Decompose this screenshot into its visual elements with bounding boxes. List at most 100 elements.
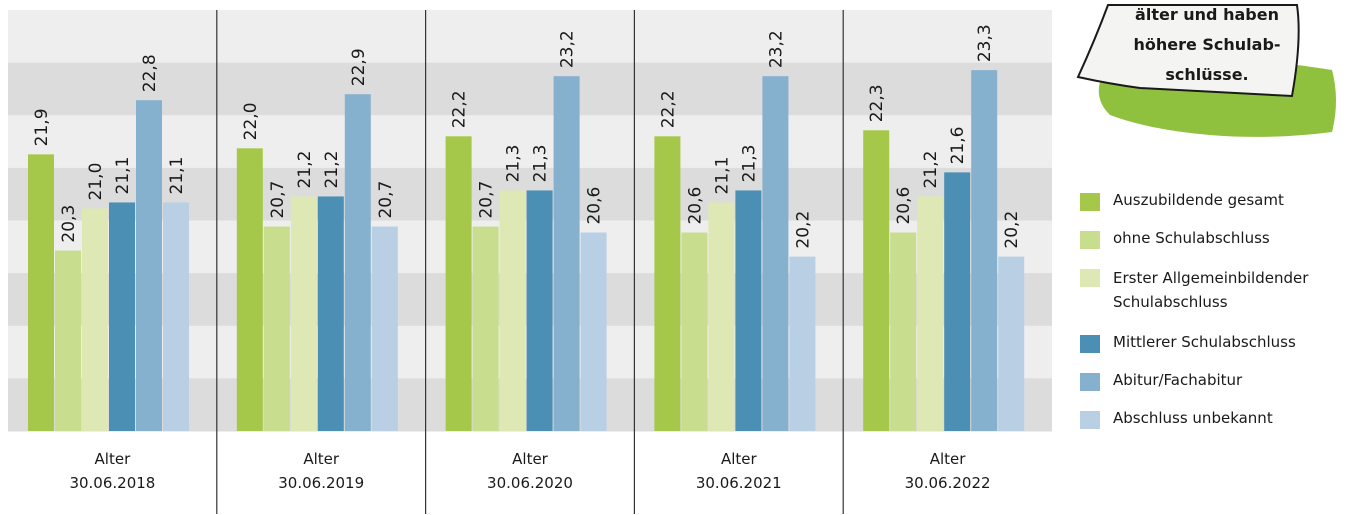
value-label: 20,7 <box>477 181 497 219</box>
value-label: 23,2 <box>766 30 786 68</box>
bar <box>998 256 1025 431</box>
legend-item: Abschluss unbekannt <box>1080 408 1345 429</box>
bar <box>136 100 162 431</box>
note-text: älter und haben höhere Schulab- schlüsse… <box>1112 0 1302 90</box>
legend-item: Auszubildende gesamt <box>1080 190 1345 211</box>
note-line: höhere Schulab- <box>1133 35 1281 54</box>
grid-band <box>8 10 1052 64</box>
bar <box>55 250 81 431</box>
bar <box>708 202 735 431</box>
legend-swatch <box>1080 335 1100 353</box>
value-label: 22,9 <box>349 48 369 86</box>
bar <box>681 232 708 431</box>
value-label: 21,6 <box>948 127 968 165</box>
bar <box>317 196 344 431</box>
note-line: älter und haben <box>1135 5 1279 24</box>
legend-swatch <box>1080 193 1100 211</box>
bar <box>344 94 371 431</box>
bar <box>290 196 317 431</box>
legend-label: Auszubildende gesamt <box>1113 191 1284 209</box>
bar <box>917 196 944 431</box>
value-label: 22,8 <box>140 54 160 92</box>
value-label: 20,7 <box>268 181 288 219</box>
value-label: 20,2 <box>1002 211 1022 249</box>
bar <box>580 232 607 431</box>
legend-item: Abitur/Fachabitur <box>1080 370 1345 391</box>
value-label: 21,3 <box>531 145 551 183</box>
value-label: 22,0 <box>241 102 261 140</box>
value-label: 23,2 <box>558 30 578 68</box>
note-line: schlüsse. <box>1165 65 1249 84</box>
grid-band <box>8 62 1052 116</box>
x-axis-labels: Alter 30.06.2018 Alter 30.06.2019 Alter 30.06… <box>69 450 990 492</box>
value-label: 21,3 <box>739 145 759 183</box>
value-label: 20,6 <box>685 187 705 225</box>
bar <box>109 202 135 431</box>
x-tick-label: Alter <box>930 450 967 468</box>
legend-label: Abschluss unbekannt <box>1113 409 1273 427</box>
value-label: 21,9 <box>32 108 52 146</box>
x-tick-label: 30.06.2021 <box>696 474 782 492</box>
bar <box>526 190 553 431</box>
value-label: 22,2 <box>658 90 678 128</box>
value-label: 20,6 <box>585 187 605 225</box>
legend-label: Mittlerer Schulabschluss <box>1113 333 1296 351</box>
x-tick-label: 30.06.2018 <box>69 474 155 492</box>
x-tick-label: 30.06.2020 <box>487 474 573 492</box>
x-tick-label: Alter <box>721 450 758 468</box>
bar <box>971 70 998 432</box>
value-label: 20,7 <box>376 181 396 219</box>
legend-swatch <box>1080 411 1100 429</box>
value-label: 21,2 <box>322 151 342 189</box>
bar <box>445 136 472 432</box>
legend-swatch <box>1080 373 1100 391</box>
value-label: 23,3 <box>975 24 995 62</box>
value-labels: 21,9 20,3 21,0 21,1 22,8 21,1 22,0 20,7 21,2 21,2… <box>32 24 1022 248</box>
bar <box>163 202 189 431</box>
legend-swatch <box>1080 231 1100 249</box>
value-label: 20,6 <box>894 187 914 225</box>
bar <box>263 226 290 431</box>
bar <box>789 256 816 431</box>
x-tick-label: Alter <box>303 450 340 468</box>
bar <box>863 130 890 432</box>
bar <box>28 154 54 432</box>
value-label: 20,2 <box>793 211 813 249</box>
legend-label: ohne Schulabschluss <box>1113 229 1270 247</box>
value-label: 21,1 <box>113 157 133 195</box>
legend-label: Erster Allgemeinbildender Schulabschluss <box>1113 269 1309 311</box>
sticky-note <box>1070 0 1349 140</box>
value-label: 22,3 <box>867 84 887 122</box>
bar-chart: 21,9 20,3 21,0 21,1 22,8 21,1 22,0 20,7 21,2 21,2… <box>8 10 1052 514</box>
bar <box>499 190 526 431</box>
legend-swatch <box>1080 269 1100 287</box>
value-label: 20,3 <box>59 205 79 243</box>
value-label: 21,1 <box>167 157 187 195</box>
bar <box>762 76 789 432</box>
bar <box>236 148 263 432</box>
value-label: 21,2 <box>921 151 941 189</box>
legend-item: Erster Allgemeinbildender Schulabschluss <box>1080 266 1345 314</box>
bar <box>472 226 499 431</box>
bar <box>654 136 681 432</box>
group-dividers <box>216 10 844 514</box>
bars <box>28 70 1025 432</box>
value-label: 21,3 <box>504 145 524 183</box>
bar <box>82 208 108 431</box>
value-label: 22,2 <box>450 90 470 128</box>
bar <box>371 226 398 431</box>
bar <box>890 232 917 431</box>
value-label: 21,1 <box>712 157 732 195</box>
legend-item: ohne Schulabschluss <box>1080 228 1345 249</box>
x-tick-label: 30.06.2019 <box>278 474 364 492</box>
bar <box>553 76 580 432</box>
legend-item: Mittlerer Schulabschluss <box>1080 332 1345 353</box>
x-tick-label: Alter <box>95 450 132 468</box>
x-tick-label: 30.06.2022 <box>905 474 991 492</box>
bar <box>735 190 762 431</box>
x-tick-label: Alter <box>512 450 549 468</box>
legend-label: Abitur/Fachabitur <box>1113 371 1243 389</box>
value-label: 21,2 <box>295 151 315 189</box>
value-label: 21,0 <box>86 163 106 201</box>
legend: Auszubildende gesamt ohne Schulabschluss E… <box>1080 190 1345 446</box>
